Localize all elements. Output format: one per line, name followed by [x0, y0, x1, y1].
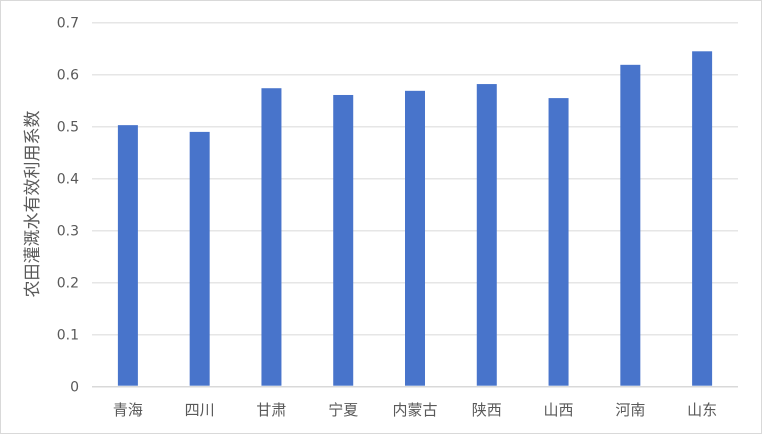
- y-tick-label: 0.6: [57, 68, 79, 84]
- y-tick-label: 0.3: [57, 224, 79, 240]
- y-tick-label: 0.1: [57, 328, 79, 344]
- x-tick-label: 四川: [185, 401, 215, 419]
- bar-四川: [189, 131, 210, 386]
- bar-河南: [620, 64, 641, 386]
- bar-陕西: [476, 84, 497, 386]
- x-tick-label: 河南: [615, 401, 645, 419]
- y-tick-label: 0.4: [57, 172, 79, 188]
- y-tick-label: 0.5: [57, 120, 79, 136]
- bar-青海: [117, 125, 138, 386]
- bar-宁夏: [333, 94, 354, 386]
- y-axis-label: 农田灌溉水有效利用系数: [23, 111, 43, 298]
- y-tick-label: 0.2: [57, 276, 79, 292]
- bar-山西: [548, 98, 569, 386]
- y-tick-label: 0: [70, 380, 79, 396]
- bar-内蒙古: [405, 90, 425, 386]
- x-tick-label: 陕西: [472, 401, 502, 419]
- x-tick-label: 山东: [687, 401, 717, 419]
- x-tick-label: 山西: [544, 401, 574, 419]
- x-tick-label: 内蒙古: [392, 401, 437, 419]
- bar-山东: [692, 51, 713, 386]
- x-tick-label: 宁夏: [328, 401, 358, 419]
- x-tick-label: 甘肃: [256, 401, 286, 419]
- y-tick-label: 0.7: [57, 16, 79, 32]
- x-tick-label: 青海: [113, 401, 143, 419]
- bar-甘肃: [261, 88, 282, 386]
